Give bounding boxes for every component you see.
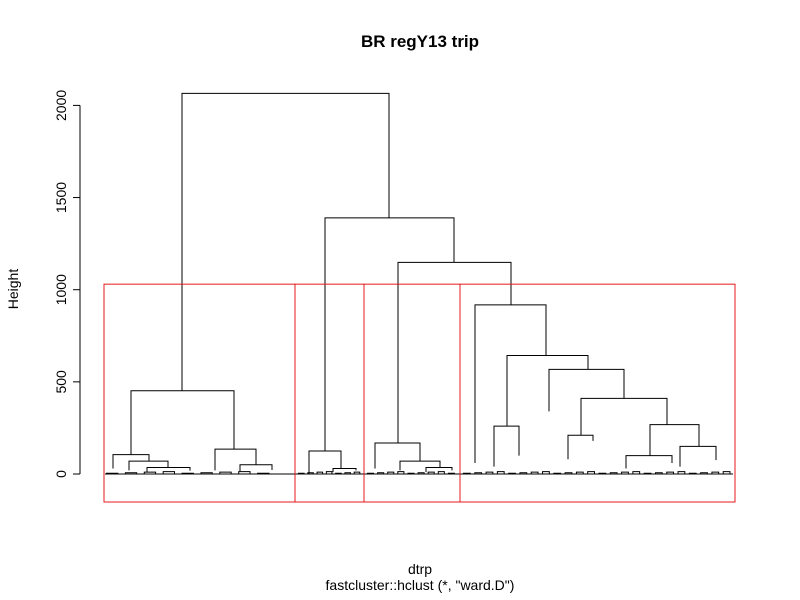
- y-tick-label: 1000: [53, 274, 69, 305]
- dendrogram-link: [307, 472, 314, 474]
- y-tick-label: 2000: [53, 90, 69, 121]
- dendrogram-link: [397, 261, 512, 444]
- y-axis-label: Height: [5, 269, 21, 310]
- dendrogram-link: [214, 448, 257, 471]
- dendrogram-link: [425, 467, 453, 473]
- dendrogram-link: [474, 472, 483, 474]
- y-tick-label: 500: [53, 370, 69, 394]
- dendrogram-link: [377, 472, 385, 474]
- dendrogram-link: [711, 471, 720, 474]
- dendrogram-link: [666, 471, 675, 474]
- chart-title: BR regY13 trip: [361, 32, 479, 51]
- x-axis-label: dtrp: [408, 561, 432, 577]
- dendrogram-link: [325, 471, 333, 474]
- dendrogram-link: [679, 445, 717, 467]
- dendrogram-link: [353, 471, 361, 474]
- dendrogram-link: [112, 454, 150, 469]
- dendrogram-link: [397, 471, 405, 474]
- dendrogram-link: [722, 471, 731, 474]
- dendrogram-link: [146, 467, 191, 473]
- dendrogram-link: [700, 472, 708, 474]
- cluster-rect: [294, 283, 365, 503]
- dendrogram-link: [496, 471, 505, 474]
- dendrogram-link: [519, 472, 528, 474]
- dendrogram-link: [399, 460, 441, 471]
- dendrogram-link: [143, 471, 157, 474]
- dendrogram-link: [548, 368, 625, 412]
- dendrogram-link: [564, 472, 573, 474]
- dendrogram-tree: [105, 92, 733, 475]
- cluster-rectangles: [103, 283, 736, 503]
- dendrogram-link: [632, 471, 641, 474]
- dendrogram-link: [609, 472, 618, 474]
- dendrogram-link: [493, 425, 520, 467]
- dendrogram-link: [219, 471, 232, 474]
- dendrogram-link: [316, 471, 324, 474]
- dendrogram-link: [181, 92, 390, 391]
- dendrogram-link: [485, 471, 494, 474]
- dendrogram-link: [621, 471, 629, 474]
- dendrogram-link: [677, 471, 686, 474]
- dendrogram-link: [308, 450, 342, 474]
- dendrogram-link: [130, 390, 235, 455]
- dendrogram-link: [542, 471, 550, 474]
- dendrogram-link: [587, 471, 595, 474]
- dendrogram-link: [580, 397, 668, 436]
- y-axis: 0 500 1000 1500 2000: [53, 90, 81, 478]
- dendrogram-link: [128, 460, 169, 471]
- cluster-rect: [103, 283, 296, 503]
- dendrogram-link: [474, 304, 547, 463]
- x-axis-sublabel: fastcluster::hclust (*, "ward.D"): [326, 577, 515, 593]
- dendrogram-link: [506, 354, 589, 427]
- dendrogram-link: [344, 472, 351, 474]
- dendrogram-link: [162, 471, 175, 474]
- dendrogram-link: [567, 434, 594, 460]
- dendrogram-link: [200, 472, 213, 474]
- dendrogram-link: [530, 471, 539, 474]
- dendrogram-link: [387, 471, 395, 474]
- dendrogram-link: [654, 472, 663, 474]
- y-tick-label: 1500: [53, 182, 69, 213]
- dendrogram-link: [575, 471, 584, 474]
- dendrogram-link: [427, 471, 435, 474]
- dendrogram-link: [324, 217, 455, 451]
- dendrogram-link: [239, 464, 273, 472]
- dendrogram-link: [417, 472, 425, 474]
- dendrogram-link: [649, 424, 700, 456]
- dendrogram-link: [238, 471, 251, 474]
- dendrogram-link: [374, 442, 421, 469]
- dendrogram-link: [332, 467, 357, 473]
- cluster-rect: [363, 283, 461, 503]
- dendrogram-link: [437, 471, 445, 474]
- y-tick-label: 0: [53, 470, 69, 478]
- dendrogram-link: [625, 455, 673, 469]
- dendrogram-link: [124, 472, 138, 474]
- cluster-rect: [459, 283, 736, 503]
